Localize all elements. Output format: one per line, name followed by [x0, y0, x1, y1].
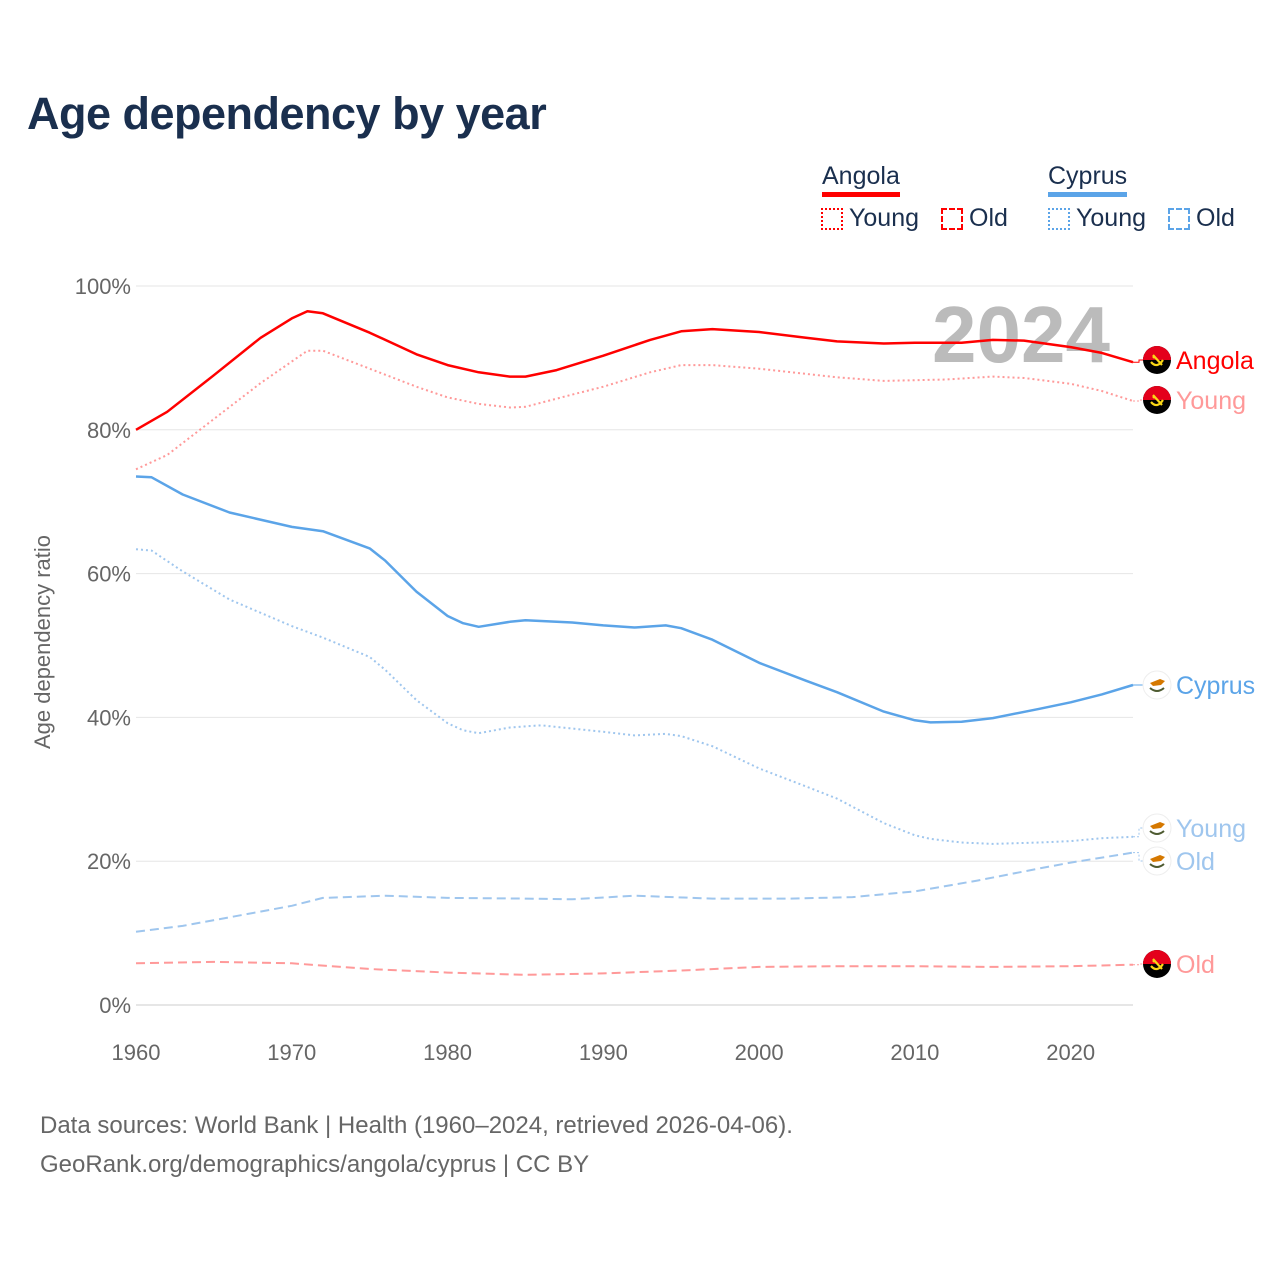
legend-angola[interactable]: Angola	[822, 162, 900, 197]
y-tick-label: 100%	[75, 274, 131, 299]
dotted-swatch-icon	[1048, 207, 1070, 230]
series-line-cyprus-young[interactable]	[135, 548, 1134, 845]
x-tick-label: 1970	[267, 1040, 316, 1065]
y-tick-label: 20%	[87, 849, 131, 874]
dashed-swatch-icon	[1168, 207, 1190, 230]
x-tick-label: 1960	[112, 1040, 161, 1065]
series-line-cyprus[interactable]	[135, 475, 1134, 724]
legend-cyprus-young[interactable]: Young	[1048, 204, 1146, 233]
label-connector	[1133, 963, 1145, 966]
legend-label: Young	[849, 204, 919, 232]
line-chart: 0% 20% 40% 60% 80% 100% 1960 1970 1980 1990 2000 20…	[30, 274, 1255, 1065]
label-connector	[1133, 852, 1145, 862]
year-watermark: 2024	[932, 290, 1110, 379]
series-line-angola[interactable]	[135, 309, 1134, 431]
series-line-angola-young[interactable]	[135, 349, 1134, 471]
dotted-swatch-icon	[821, 207, 843, 230]
angola-flag-icon	[1143, 346, 1171, 374]
y-axis-label: Age dependency ratio	[30, 535, 55, 749]
legend-label: Old	[1196, 204, 1235, 232]
label-connector	[1133, 359, 1145, 363]
series-end-label: Angola	[1176, 347, 1254, 375]
x-tick-label: 2020	[1046, 1040, 1095, 1065]
label-connector	[1133, 827, 1145, 838]
series-line-cyprus-old[interactable]	[135, 851, 1134, 933]
y-tick-label: 0%	[99, 993, 131, 1018]
y-tick-label: 60%	[87, 562, 131, 587]
series-end-label: Cyprus	[1176, 672, 1255, 700]
chart-title: Age dependency by year	[27, 88, 547, 139]
cyprus-flag-icon	[1142, 670, 1172, 700]
legend-cyprus[interactable]: Cyprus	[1048, 162, 1128, 197]
angola-flag-icon	[1143, 386, 1171, 414]
series-end-label: Young	[1176, 815, 1246, 843]
series-end-label: Young	[1176, 387, 1246, 415]
legend-label: Old	[969, 204, 1008, 232]
legend-angola-young[interactable]: Young	[821, 204, 919, 233]
dashed-swatch-icon	[941, 207, 963, 230]
angola-flag-icon	[1143, 950, 1171, 978]
y-tick-label: 40%	[87, 705, 131, 730]
cyprus-flag-icon	[1142, 846, 1172, 876]
legend-label: Young	[1076, 204, 1146, 232]
y-tick-label: 80%	[87, 418, 131, 443]
cyprus-flag-icon	[1142, 813, 1172, 843]
series-end-label: Old	[1176, 951, 1215, 979]
series-line-angola-old[interactable]	[135, 960, 1134, 976]
source-link[interactable]: GeoRank.org/demographics/angola/cyprus |…	[40, 1151, 590, 1178]
data-source-text: Data sources: World Bank | Health (1960–…	[40, 1112, 793, 1139]
series-end-label: Old	[1176, 848, 1215, 876]
x-tick-label: 1980	[423, 1040, 472, 1065]
legend-angola-old[interactable]: Old	[941, 204, 1008, 233]
x-tick-label: 2010	[890, 1040, 939, 1065]
x-tick-label: 2000	[735, 1040, 784, 1065]
legend-cyprus-old[interactable]: Old	[1168, 204, 1235, 233]
footer: Data sources: World Bank | Health (1960–…	[40, 1106, 793, 1184]
x-tick-label: 1990	[579, 1040, 628, 1065]
